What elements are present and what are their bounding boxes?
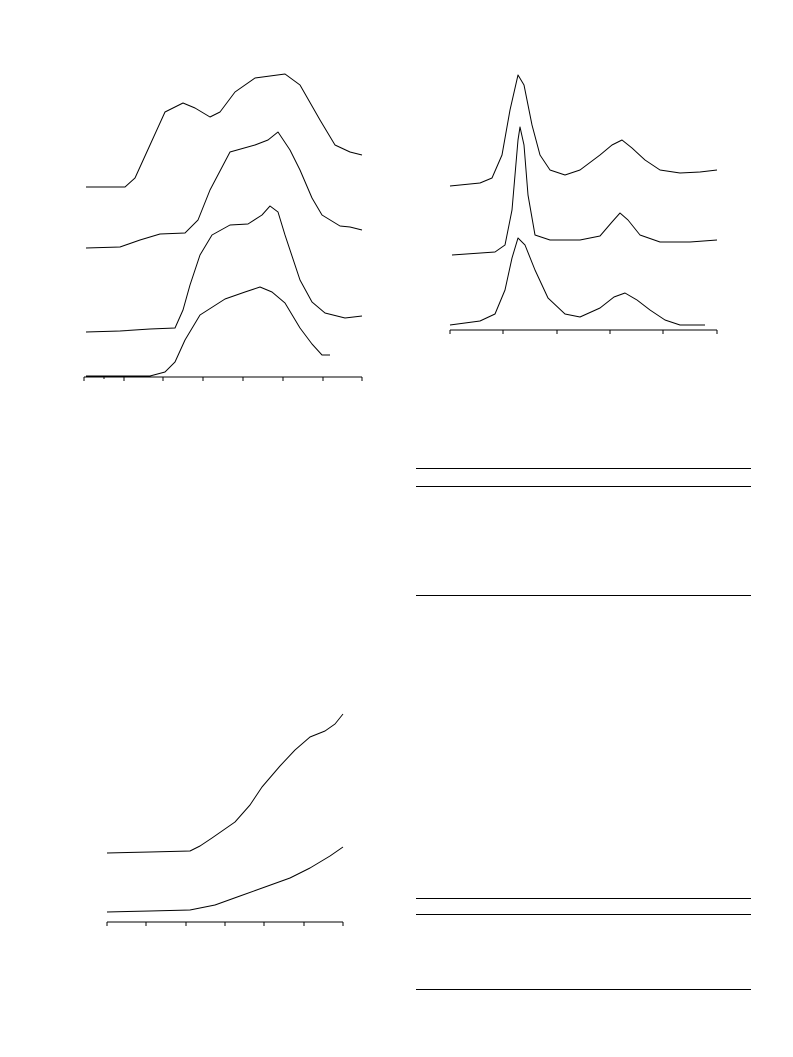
curve (451, 126, 718, 256)
figure-bottom-left (106, 713, 344, 926)
axis-ticks (83, 377, 363, 381)
figure-top-right (449, 74, 718, 334)
curve (86, 286, 330, 377)
curve (86, 73, 363, 188)
curve (106, 713, 344, 854)
table-rules-bottom (416, 898, 751, 990)
curve (85, 131, 363, 249)
figure-top-left (83, 73, 363, 381)
axis-ticks (449, 330, 718, 334)
curve (85, 205, 363, 333)
curve (449, 74, 718, 187)
axis-ticks (106, 922, 344, 926)
curve (106, 846, 344, 913)
table-rules-top (416, 468, 751, 596)
curve (449, 237, 705, 326)
